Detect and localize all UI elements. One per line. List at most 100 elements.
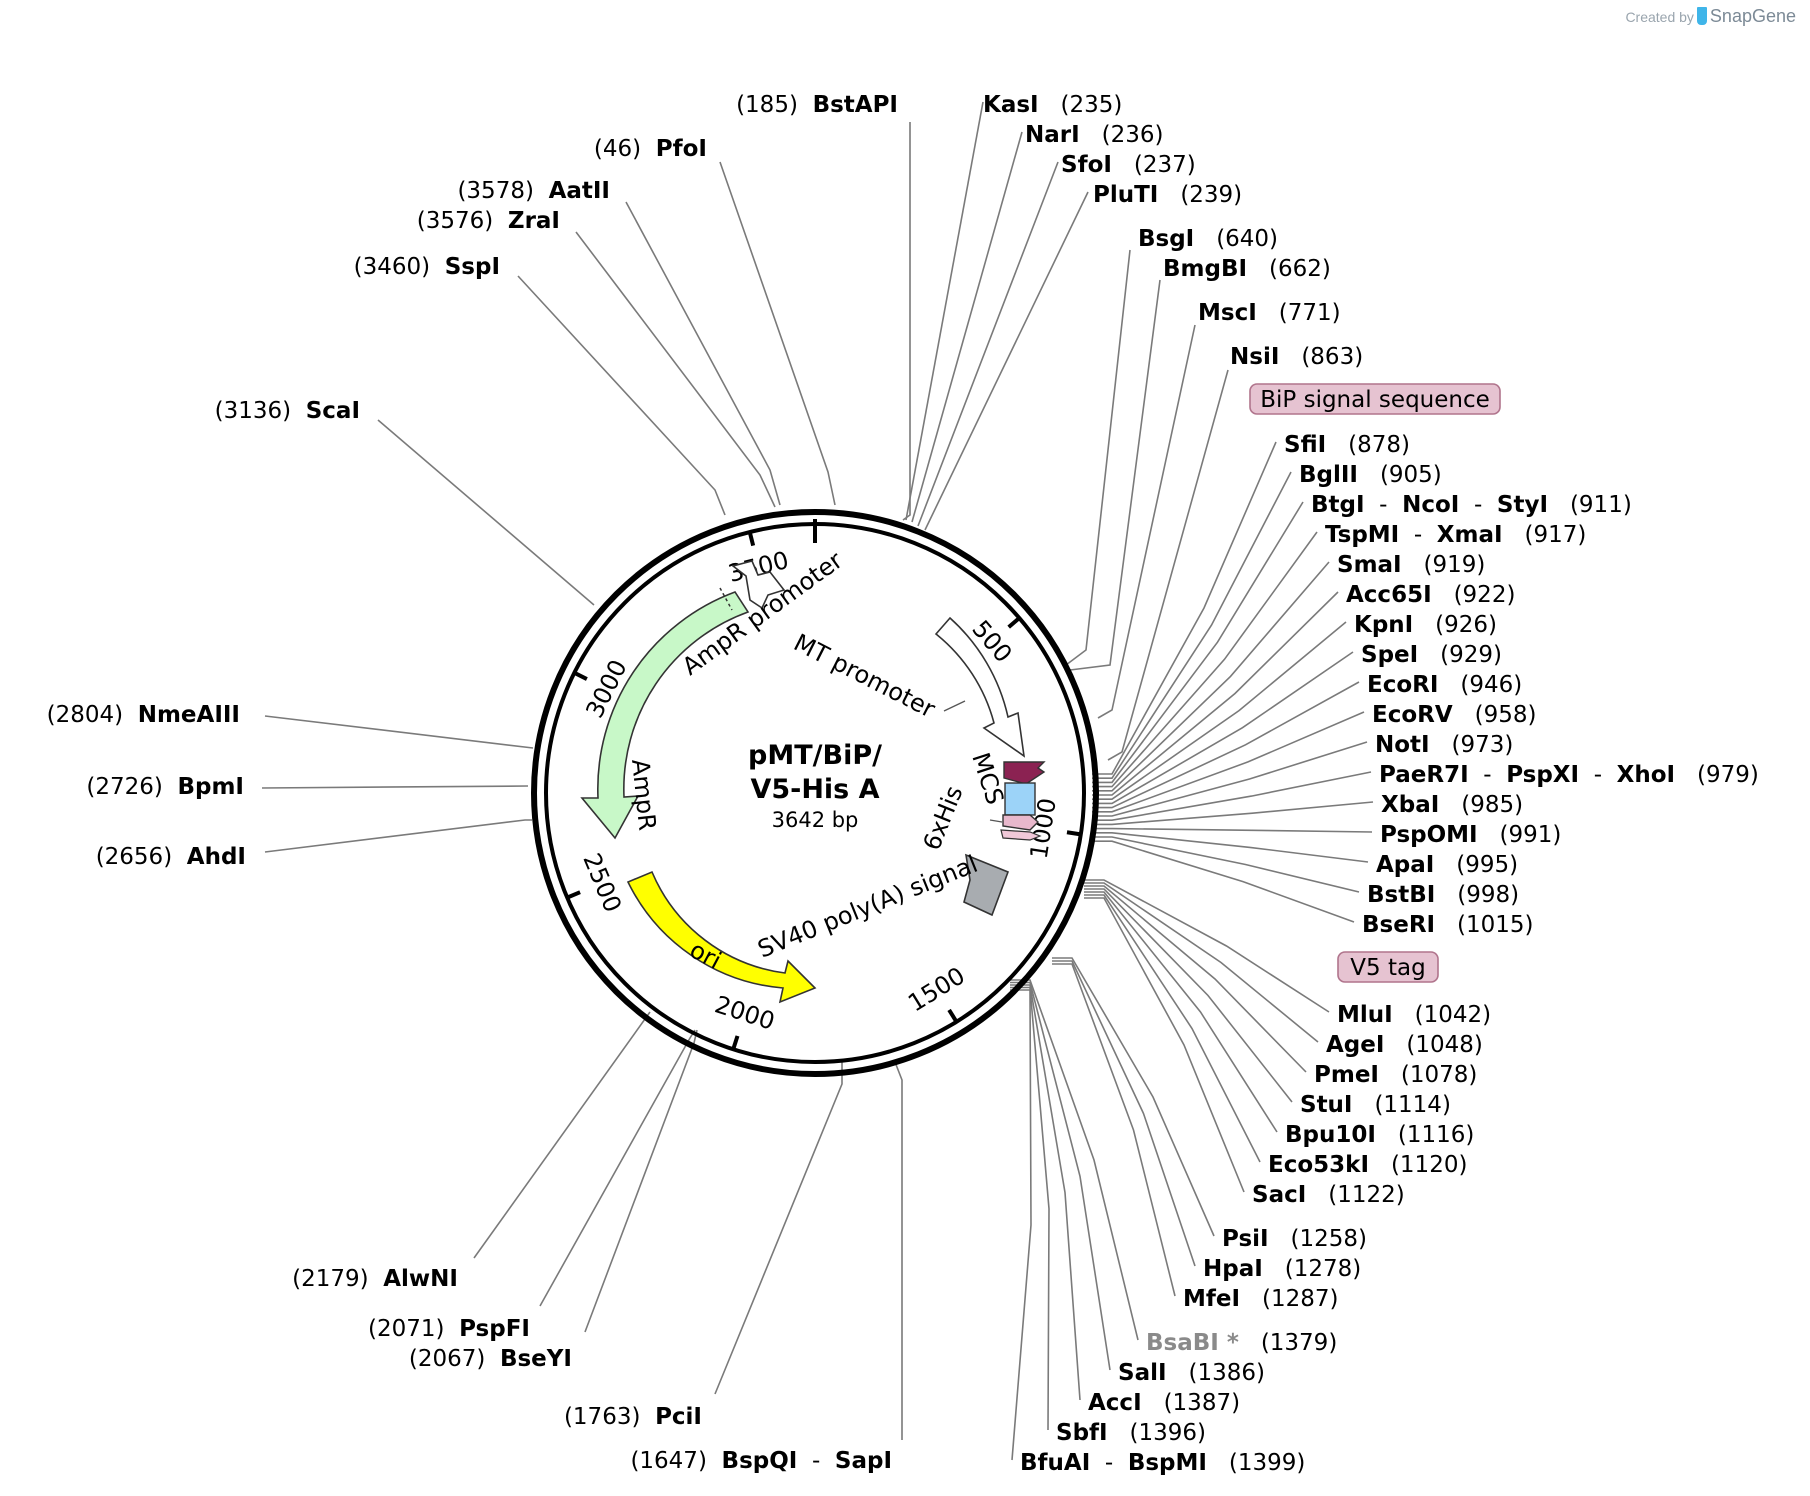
site-sali: SalI (1386) (1118, 1360, 1265, 1386)
enzyme-name: Bpu10I (1285, 1122, 1376, 1148)
site-nsii: NsiI (863) (1230, 344, 1363, 370)
enzyme-name: EcoRV (1372, 702, 1453, 728)
leader-sspi (517, 275, 726, 516)
gap (1257, 300, 1279, 326)
ori-arrow (626, 870, 817, 1004)
site-msci: MscI (771) (1198, 300, 1341, 326)
enzyme-name: BmgBI (1163, 256, 1247, 282)
enzyme-name: Eco53kI (1268, 1152, 1369, 1178)
leader-nsii (1107, 369, 1229, 761)
gap (707, 1448, 722, 1474)
enzyme-name: KpnI (1354, 612, 1413, 638)
tick-2000 (731, 1035, 740, 1050)
bip-signal-arrow (1003, 761, 1046, 785)
site-agei: AgeI (1048) (1326, 1032, 1483, 1058)
bip-signal-box-label: BiP signal sequence (1260, 387, 1490, 413)
leader-apai (1092, 831, 1369, 863)
ampr-label: AmpR (626, 758, 661, 832)
leader-smai (1092, 561, 1330, 792)
enzyme-name: StuI (1300, 1092, 1353, 1118)
site-psii: PsiI (1258) (1222, 1226, 1367, 1252)
separator: - (1399, 522, 1437, 548)
site-bseyi: (2067) BseYI (409, 1346, 572, 1372)
enzyme-name: BpmI (177, 774, 244, 800)
site-eco53ki: Eco53kI (1120) (1268, 1152, 1467, 1178)
leader-sfii (1092, 441, 1277, 775)
site-aatii: (3578) AatII (457, 178, 610, 204)
separator: - (1469, 762, 1507, 788)
site-btgi-ncoi-styi: BtgI - NcoI - StyI (911) (1311, 492, 1632, 518)
site-position: (185) (736, 92, 798, 118)
ampr-junction-marker (719, 587, 733, 611)
gap (1039, 92, 1061, 118)
gap (430, 254, 445, 280)
site-position: (1258) (1291, 1226, 1367, 1252)
site-position: (1114) (1374, 1092, 1450, 1118)
gap (1239, 1330, 1261, 1356)
leader-bmgbi (1069, 279, 1161, 671)
leader-nmeaiii (264, 715, 534, 749)
site-bsabi: BsaBI * (1379) (1146, 1330, 1337, 1356)
leader-spei (1092, 651, 1354, 805)
leader-pfoi (719, 161, 836, 506)
enzyme-name: AccI (1088, 1390, 1142, 1416)
gap (1376, 1122, 1398, 1148)
site-bpmi: (2726) BpmI (86, 774, 244, 800)
gap (172, 844, 187, 870)
leader-paer7i (1092, 771, 1372, 822)
enzyme-name: SalI (1118, 1360, 1167, 1386)
enzyme-name: PmeI (1314, 1062, 1379, 1088)
site-position: (236) (1102, 122, 1164, 148)
enzyme-name: BspQI (722, 1448, 798, 1474)
enzyme-name: EcoRI (1367, 672, 1438, 698)
enzyme-labels-left: (2804) NmeAIII (2726) BpmI (2656) AhdI (217… (47, 702, 892, 1474)
gap (1439, 792, 1461, 818)
leader-noti (1092, 741, 1368, 817)
site-scai: (3136) ScaI (215, 398, 360, 424)
site-bseri: BseRI (1015) (1362, 912, 1534, 938)
enzyme-name: HpaI (1203, 1256, 1263, 1282)
site-apai: ApaI (995) (1376, 852, 1518, 878)
tick-label-2000: 2000 (711, 990, 778, 1035)
leader-mfei (1052, 963, 1176, 1297)
site-position: (46) (594, 136, 641, 162)
site-position: (979) (1697, 762, 1759, 788)
leader-bseri (1092, 840, 1355, 923)
enzyme-name: XbaI (1381, 792, 1439, 818)
mcs-small-arrow (1000, 829, 1042, 841)
leader-agei (1084, 882, 1319, 1043)
gap (1112, 152, 1134, 178)
enzyme-name: NmeAIII (138, 702, 240, 728)
site-noti: NotI (973) (1375, 732, 1513, 758)
site-position: (878) (1348, 432, 1410, 458)
leader-kpni (1092, 621, 1347, 801)
site-ecorv: EcoRV (958) (1372, 702, 1536, 728)
leader-zrai (575, 231, 776, 508)
gap (1247, 256, 1269, 282)
enzyme-name: XmaI (1437, 522, 1503, 548)
gap (485, 1346, 500, 1372)
site-position: (946) (1460, 672, 1522, 698)
site-position: (1763) (564, 1404, 640, 1430)
leader-pspomi (1092, 827, 1373, 833)
site-position: (911) (1570, 492, 1632, 518)
site-position: (1396) (1130, 1420, 1206, 1446)
site-position: (1647) (630, 1448, 706, 1474)
site-position: (1399) (1229, 1450, 1305, 1476)
gap (534, 178, 549, 204)
his-tag-arrow (1002, 814, 1040, 831)
enzyme-name: SapI (835, 1448, 892, 1474)
enzyme-name: PspXI (1506, 762, 1579, 788)
gap (1358, 462, 1380, 488)
gap (1379, 1062, 1401, 1088)
leader-lines (261, 101, 1229, 1440)
site-position: (2179) (292, 1266, 368, 1292)
tick-500 (1007, 616, 1021, 629)
gap (1384, 1032, 1406, 1058)
enzyme-name: BsaBI * (1146, 1330, 1239, 1356)
mt-promoter-label: MT promoter (789, 628, 939, 723)
site-bglii: BglII (905) (1299, 462, 1442, 488)
site-position: (1015) (1457, 912, 1533, 938)
leader-stui (1084, 888, 1293, 1103)
